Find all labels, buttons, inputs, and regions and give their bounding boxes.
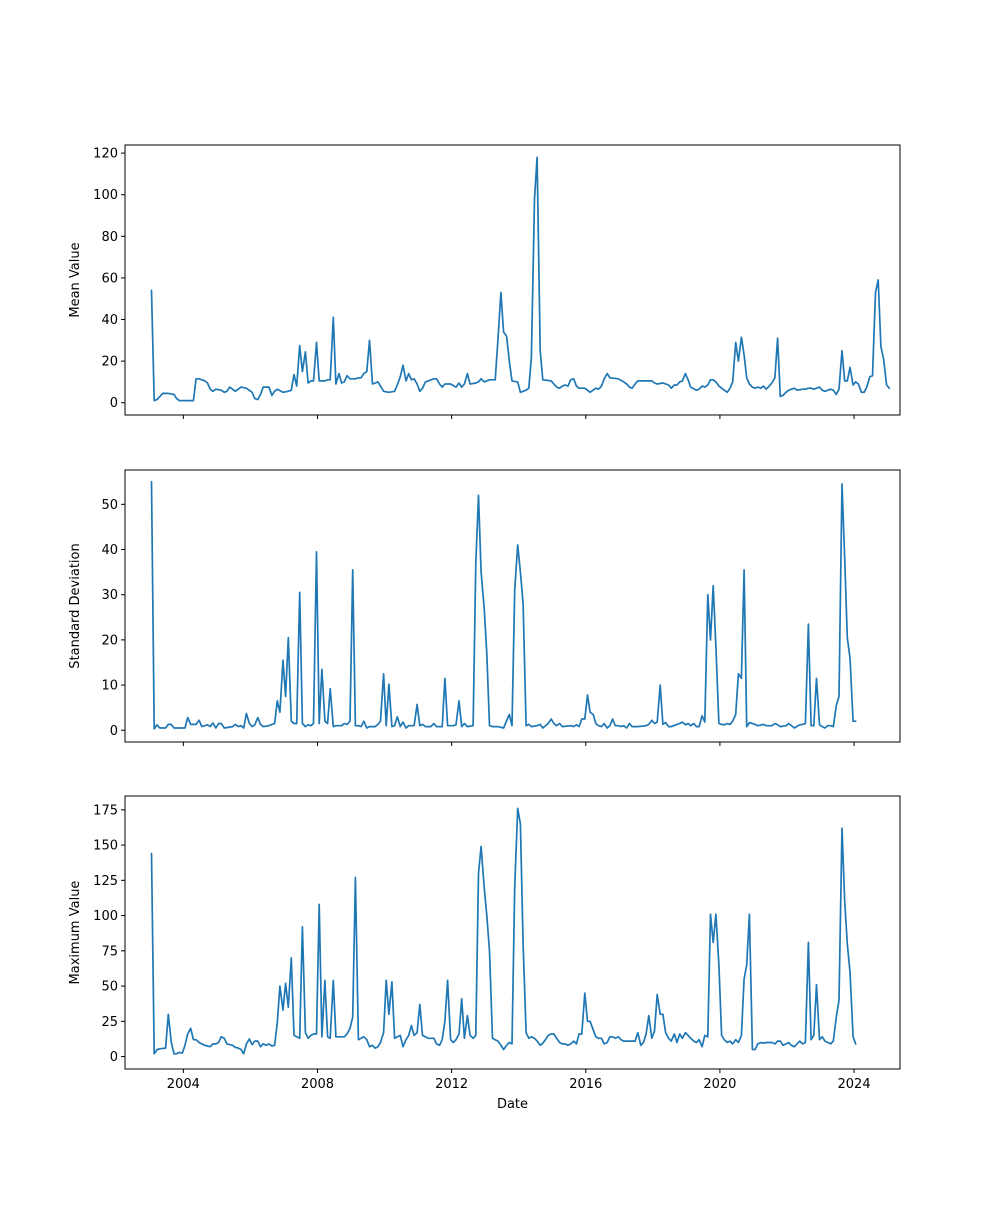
y-axis-label-2: Standard Deviation [68, 543, 83, 668]
x-tick-label-2012: 2012 [435, 1077, 468, 1092]
x-tick-label-2020: 2020 [703, 1077, 736, 1092]
x-axis-label: Date [497, 1097, 528, 1112]
y-tick-label-2-10: 10 [101, 679, 118, 694]
y-tick-label-1-120: 120 [93, 147, 118, 162]
x-tick-label-2004: 2004 [167, 1077, 200, 1092]
y-tick-label-2-30: 30 [101, 588, 118, 603]
y-tick-label-3-150: 150 [93, 839, 118, 854]
y-tick-label-1-100: 100 [93, 188, 118, 203]
y-tick-label-3-75: 75 [101, 944, 118, 959]
y-tick-label-3-50: 50 [101, 980, 118, 995]
axes-frame-2 [124, 469, 901, 743]
y-tick-label-1-80: 80 [101, 230, 118, 245]
y-tick-label-3-25: 25 [101, 1015, 118, 1030]
series-line-3-1 [150, 807, 857, 1055]
axes-frame-3 [124, 795, 901, 1070]
y-tick-label-3-175: 175 [93, 803, 118, 818]
y-tick-label-2-40: 40 [101, 543, 118, 558]
y-axis-label-1: Mean Value [68, 242, 83, 317]
axes-frame-1 [124, 144, 901, 416]
x-tick-label-2016: 2016 [569, 1077, 602, 1092]
y-tick-label-1-0: 0 [110, 396, 118, 411]
x-tick-label-2008: 2008 [301, 1077, 334, 1092]
series-line-1-1 [150, 156, 891, 402]
y-tick-label-3-100: 100 [93, 909, 118, 924]
y-tick-label-2-20: 20 [101, 633, 118, 648]
series-line-2-1 [150, 480, 857, 730]
y-axis-label-3: Maximum Value [68, 881, 83, 985]
y-tick-label-2-0: 0 [110, 724, 118, 739]
y-tick-label-3-125: 125 [93, 874, 118, 889]
y-tick-label-3-0: 0 [110, 1050, 118, 1065]
x-tick-label-2024: 2024 [838, 1077, 871, 1092]
y-tick-label-2-50: 50 [101, 498, 118, 513]
y-tick-label-1-20: 20 [101, 355, 118, 370]
y-tick-label-1-40: 40 [101, 313, 118, 328]
y-tick-label-1-60: 60 [101, 271, 118, 286]
